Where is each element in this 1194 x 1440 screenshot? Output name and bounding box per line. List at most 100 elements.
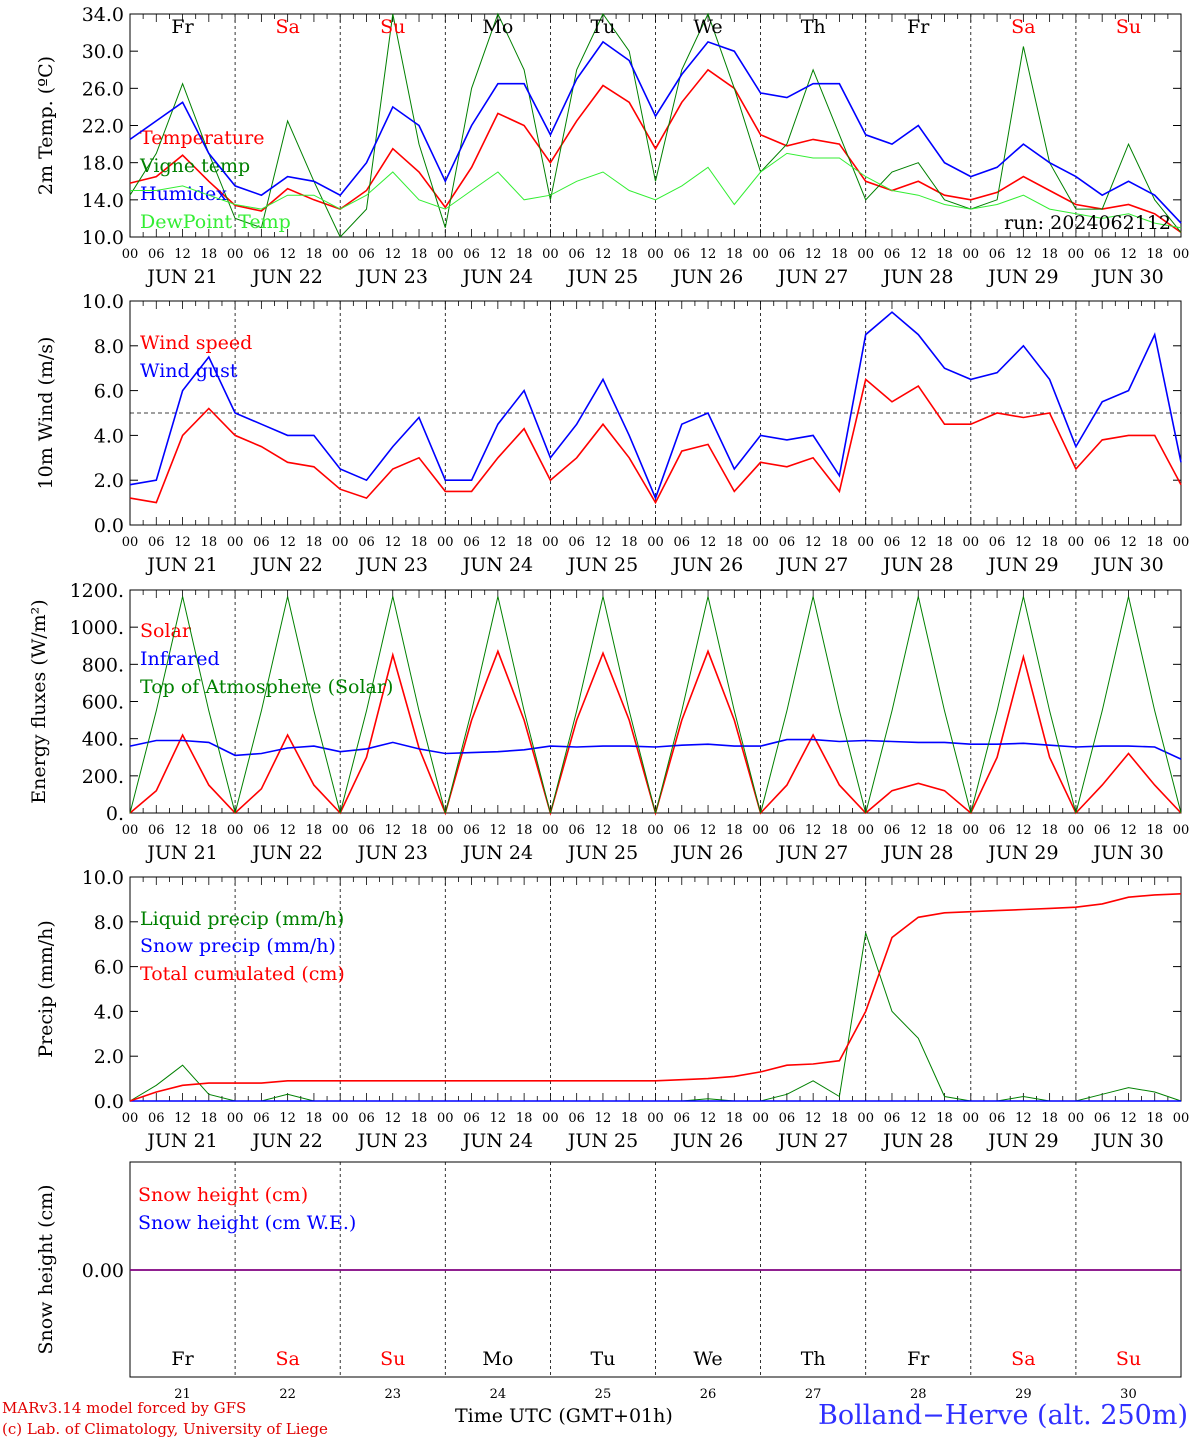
hour-tick-label: 18 (831, 823, 848, 838)
hour-tick-label: 18 (936, 1111, 953, 1126)
y-axis-label: 10m Wind (m/s) (35, 337, 57, 490)
series-line-humidex (129, 40, 1182, 224)
day-name-label: Fr (171, 1348, 194, 1370)
day-name-label: Tu (590, 16, 615, 38)
hour-tick-label: 12 (910, 1111, 927, 1126)
hour-tick-label: 12 (384, 535, 401, 550)
series-line-total-cumulated-cm- (129, 893, 1182, 1102)
legend-entry: Wind speed (140, 332, 252, 354)
day-name-label: Sa (1011, 16, 1035, 38)
hour-tick-label: 00 (1173, 247, 1190, 262)
date-tick-label: JUN 22 (250, 266, 322, 288)
y-tick-label: 10.0 (82, 227, 124, 249)
hour-tick-label: 00 (227, 535, 244, 550)
hour-tick-label: 06 (1094, 823, 1111, 838)
date-tick-label: JUN 25 (566, 266, 638, 288)
day-name-label: Tu (590, 1348, 615, 1370)
hour-tick-label: 12 (1120, 247, 1137, 262)
panel-frame (129, 589, 1182, 814)
hour-tick-label: 18 (621, 535, 638, 550)
series-line-temperature (129, 68, 1182, 234)
hour-tick-label: 12 (595, 535, 612, 550)
date-tick-label: JUN 22 (250, 554, 322, 576)
hour-tick-label: 06 (463, 823, 480, 838)
hour-tick-label: 06 (674, 1111, 691, 1126)
hour-tick-label: 00 (963, 535, 980, 550)
date-tick-label: JUN 27 (776, 266, 848, 288)
day-number-label: 24 (490, 1387, 507, 1402)
date-tick-label: JUN 29 (986, 554, 1058, 576)
run-annotation: run: 2024062112 (1004, 212, 1171, 234)
hour-tick-label: 12 (279, 247, 296, 262)
hour-tick-label: 06 (568, 823, 585, 838)
hour-tick-label: 06 (674, 247, 691, 262)
y-tick-label: 2.0 (94, 470, 124, 492)
hour-tick-label: 00 (437, 247, 454, 262)
hour-tick-label: 00 (332, 247, 349, 262)
hour-tick-label: 12 (384, 823, 401, 838)
hour-tick-label: 06 (779, 1111, 796, 1126)
hour-tick-label: 12 (1015, 823, 1032, 838)
hour-tick-label: 06 (1094, 535, 1111, 550)
date-tick-label: JUN 23 (356, 1130, 428, 1152)
hour-tick-label: 12 (805, 1111, 822, 1126)
hour-tick-label: 06 (148, 823, 165, 838)
day-name-label: Fr (907, 16, 930, 38)
hour-tick-label: 06 (989, 1111, 1006, 1126)
hour-tick-label: 06 (463, 247, 480, 262)
panel-4: 00 06 12 18 JUN 21 00 06 12 18 JUN 22 00 06 12 18 JUN … (35, 867, 1189, 1152)
y-tick-label: 10.0 (82, 867, 124, 889)
hour-tick-label: 06 (253, 1111, 270, 1126)
panel-3: 00 06 12 18 JUN 21 00 06 12 18 JUN 22 00 06 12 18 JUN … (28, 580, 1189, 864)
hour-tick-label: 12 (700, 535, 717, 550)
date-tick-label: JUN 21 (145, 554, 217, 576)
hour-tick-label: 12 (910, 535, 927, 550)
hour-tick-label: 06 (253, 823, 270, 838)
hour-tick-label: 00 (752, 1111, 769, 1126)
hour-tick-label: 18 (516, 535, 533, 550)
hour-tick-label: 12 (490, 823, 507, 838)
legend-entry: Liquid precip (mm/h) (140, 908, 344, 930)
hour-tick-label: 06 (253, 535, 270, 550)
hour-tick-label: 00 (542, 247, 559, 262)
hour-tick-label: 00 (542, 823, 559, 838)
station-title: Bolland−Herve (alt. 250m) (818, 1400, 1188, 1431)
hour-tick-label: 18 (1146, 535, 1163, 550)
hour-tick-label: 00 (1173, 823, 1190, 838)
hour-tick-label: 18 (411, 535, 428, 550)
hour-tick-label: 00 (227, 823, 244, 838)
legend-entry: Snow precip (mm/h) (140, 935, 336, 957)
series-line-wind-gust (129, 311, 1182, 501)
hour-tick-label: 18 (621, 1111, 638, 1126)
day-number-label: 21 (174, 1387, 191, 1402)
hour-tick-label: 12 (279, 535, 296, 550)
legend-entry: Infrared (140, 648, 220, 670)
hour-tick-label: 00 (1068, 1111, 1085, 1126)
hour-tick-label: 06 (884, 247, 901, 262)
hour-tick-label: 18 (306, 535, 323, 550)
hour-tick-label: 18 (1041, 247, 1058, 262)
hour-tick-label: 18 (1146, 823, 1163, 838)
hour-tick-label: 06 (884, 1111, 901, 1126)
hour-tick-label: 06 (884, 535, 901, 550)
hour-tick-label: 06 (358, 535, 375, 550)
day-number-label: 29 (1015, 1387, 1032, 1402)
series-line-infrared (129, 738, 1182, 760)
date-tick-label: JUN 21 (145, 842, 217, 864)
lab-credit: (c) Lab. of Climatology, University of L… (2, 1420, 328, 1438)
y-tick-label: 200. (82, 766, 124, 788)
y-tick-label: 6.0 (94, 381, 124, 403)
hour-tick-label: 06 (148, 1111, 165, 1126)
hour-tick-label: 12 (1015, 1111, 1032, 1126)
date-tick-label: JUN 29 (986, 842, 1058, 864)
hour-tick-label: 00 (1068, 247, 1085, 262)
y-tick-label: 22.0 (82, 116, 124, 138)
legend-entry: Snow height (cm) (138, 1184, 308, 1206)
y-axis-label: Snow height (cm) (35, 1184, 57, 1354)
hour-tick-label: 00 (963, 1111, 980, 1126)
hour-tick-label: 06 (884, 823, 901, 838)
hour-tick-label: 12 (174, 1111, 191, 1126)
day-number-label: 26 (700, 1387, 717, 1402)
panel-5: 0.00 Snow height (cm) Snow height (cm) Snow… (35, 1161, 1182, 1402)
